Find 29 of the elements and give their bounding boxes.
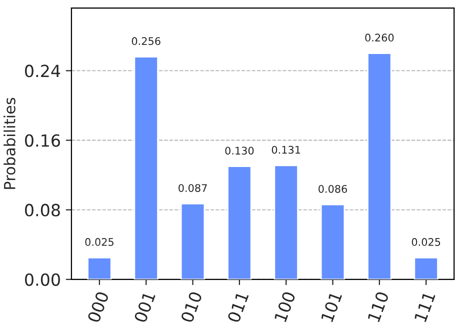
x-tick-label: 000 [87,290,110,323]
x-tick-label: 111 [414,291,436,322]
bar [320,204,346,280]
x-tick-label: 001 [134,291,156,323]
x-tick-label: 010 [180,290,202,323]
data-label: 0.086 [318,184,348,193]
bar [180,203,206,280]
bar [134,56,158,280]
data-label: 0.260 [365,34,394,42]
bar [87,256,112,280]
x-tick-label: 110 [367,290,390,322]
data-label: 0.025 [412,238,440,246]
x-tick-label: 011 [227,291,249,323]
y-tick-label: 0.24 [25,64,60,78]
data-label: 0.087 [178,184,207,192]
data-label: 0.131 [272,146,300,154]
y-tick-label: 0.16 [25,134,60,147]
bar [227,166,252,280]
x-tick-label: 100 [274,290,296,322]
bar [274,164,298,280]
x-tick-label: 101 [320,291,342,322]
y-tick-label: 0.00 [25,273,60,286]
y-axis-title: Probabilities [4,98,16,189]
bar [414,256,438,280]
data-label: 0.130 [225,146,254,155]
y-tick-label: 0.08 [25,204,60,216]
data-label: 0.025 [85,238,114,246]
data-label: 0.256 [132,37,160,46]
bar [367,52,392,280]
